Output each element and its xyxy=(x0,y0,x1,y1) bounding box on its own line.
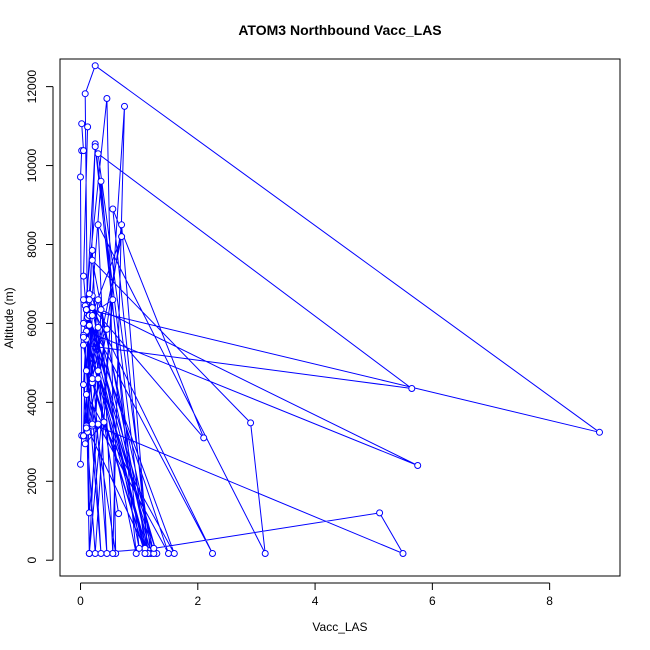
y-tick-label: 8000 xyxy=(25,231,39,258)
data-point xyxy=(109,296,117,304)
y-tick-label: 2000 xyxy=(25,468,39,495)
data-point xyxy=(109,205,117,213)
y-axis: 0 2000 4000 6000 8000 10000 12000 xyxy=(25,70,54,564)
data-point xyxy=(85,509,93,517)
data-point xyxy=(141,550,149,557)
data-point xyxy=(80,333,87,341)
data-point xyxy=(165,550,172,557)
data-point xyxy=(132,550,140,557)
data-point xyxy=(150,544,158,552)
data-point xyxy=(118,221,126,229)
data-point xyxy=(80,381,87,389)
data-point xyxy=(94,323,102,331)
data-point xyxy=(103,325,111,333)
data-point xyxy=(596,428,603,436)
data-point xyxy=(94,375,102,383)
y-axis-label: Altitude (m) xyxy=(2,287,16,348)
x-tick-label: 8 xyxy=(546,594,553,608)
data-point xyxy=(78,120,86,128)
data-point xyxy=(81,440,89,448)
data-point xyxy=(85,550,93,557)
data-point xyxy=(84,123,92,131)
data-point xyxy=(109,550,117,557)
data-point xyxy=(121,102,128,110)
plot-frame xyxy=(59,58,621,577)
data-point xyxy=(414,462,422,469)
data-point xyxy=(115,510,123,518)
data-point xyxy=(94,150,102,158)
data-point xyxy=(82,424,90,432)
x-tick-label: 6 xyxy=(429,594,436,608)
data-point xyxy=(103,95,111,102)
data-point xyxy=(82,367,90,375)
data-point xyxy=(399,550,407,557)
data-point xyxy=(261,550,269,557)
data-point xyxy=(80,147,87,155)
data-point xyxy=(94,296,102,304)
data-point xyxy=(80,319,87,327)
data-point xyxy=(97,177,105,185)
data-point xyxy=(88,256,96,264)
data-point xyxy=(118,233,126,241)
data-point xyxy=(209,550,216,557)
data-point xyxy=(91,143,99,151)
data-point xyxy=(91,550,99,557)
data-point xyxy=(88,312,96,319)
data-point xyxy=(376,509,384,517)
data-point xyxy=(88,375,96,383)
data-point xyxy=(100,418,108,426)
data-point xyxy=(88,304,96,312)
data-point xyxy=(91,62,99,70)
data-point xyxy=(170,550,178,557)
y-tick-label: 12000 xyxy=(25,70,39,104)
data-point xyxy=(80,341,87,349)
data-point xyxy=(94,420,102,428)
y-tick-label: 4000 xyxy=(25,389,39,416)
data-point xyxy=(94,221,102,229)
data-point xyxy=(200,434,208,442)
data-point xyxy=(80,296,87,304)
data-point xyxy=(135,544,143,552)
y-tick-label: 0 xyxy=(25,557,39,564)
data-point xyxy=(97,306,105,314)
data-point xyxy=(88,246,96,254)
data-point xyxy=(85,290,93,298)
x-tick-label: 2 xyxy=(194,594,201,608)
data-point xyxy=(408,385,416,392)
data-point xyxy=(97,550,105,557)
x-tick-label: 0 xyxy=(77,594,84,608)
data-series xyxy=(77,62,603,557)
chart-title: ATOM3 Northbound Vacc_LAS xyxy=(238,22,441,38)
data-point xyxy=(80,432,87,440)
data-point xyxy=(77,173,84,181)
data-point xyxy=(85,321,93,329)
series-line xyxy=(79,64,600,555)
y-tick-label: 6000 xyxy=(25,310,39,337)
data-point xyxy=(103,550,111,557)
data-point xyxy=(247,419,255,427)
data-point xyxy=(82,306,90,314)
data-point xyxy=(77,460,84,468)
data-point xyxy=(88,420,96,428)
x-axis: 0 2 4 6 8 xyxy=(77,582,553,608)
data-point xyxy=(94,367,102,375)
x-tick-label: 4 xyxy=(312,594,319,608)
data-point xyxy=(82,391,90,398)
y-tick-label: 10000 xyxy=(25,149,39,183)
data-point xyxy=(85,296,93,304)
data-point xyxy=(80,272,87,280)
data-point xyxy=(81,90,89,98)
x-axis-label: Vacc_LAS xyxy=(312,620,367,634)
